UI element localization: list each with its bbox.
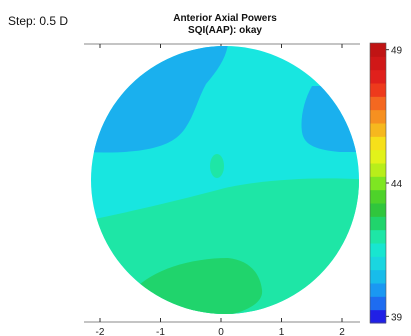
x-tick-label: -2: [96, 327, 105, 336]
chart-title: Anterior Axial Powers: [173, 13, 277, 24]
colorbar-swatch: [370, 309, 386, 324]
corneal-disc: [91, 46, 359, 314]
colorbar-swatch: [370, 216, 386, 231]
chart-subtitle: SQI(AAP): okay: [188, 25, 262, 36]
x-tick-label: 1: [279, 327, 285, 336]
colorbar-swatch: [370, 136, 386, 151]
colorbar-swatch: [370, 296, 386, 311]
colorbar-swatch: [370, 69, 386, 84]
colorbar-swatch: [370, 109, 386, 124]
colorbar-tick-label: 44: [391, 179, 403, 190]
colorbar-swatch: [370, 176, 386, 191]
colorbar-swatch: [370, 56, 386, 71]
colorbar-swatch: [370, 269, 386, 284]
colorbar-swatch: [370, 163, 386, 177]
colorbar-tick-label: 49: [391, 46, 403, 57]
colorbar-swatch: [370, 229, 386, 244]
colorbar-ticks: 39 44 49: [386, 46, 403, 323]
step-label: Step: 0.5 D: [8, 14, 69, 28]
colorbar-swatch: [370, 96, 386, 111]
colorbar-swatch: [370, 189, 386, 204]
colorbar-swatch: [370, 243, 386, 257]
colorbar: [370, 43, 386, 324]
colorbar-swatch: [370, 123, 386, 137]
colorbar-swatch: [370, 43, 386, 57]
colorbar-swatch: [370, 83, 386, 97]
region-43-center: [210, 154, 224, 178]
colorbar-swatch: [370, 149, 386, 164]
x-tick-label: 2: [339, 327, 345, 336]
x-axis-ticks: -2 -1 0 1 2: [96, 44, 345, 336]
chart-title-block: Anterior Axial Powers SQI(AAP): okay: [92, 13, 358, 37]
colorbar-swatch: [370, 283, 386, 297]
colorbar-swatch: [370, 203, 386, 217]
colorbar-swatch: [370, 256, 386, 271]
x-tick-label: -1: [156, 327, 165, 336]
colorbar-tick-label: 39: [391, 312, 403, 323]
region-42-5-right: [301, 86, 359, 152]
x-tick-label: 0: [218, 327, 224, 336]
